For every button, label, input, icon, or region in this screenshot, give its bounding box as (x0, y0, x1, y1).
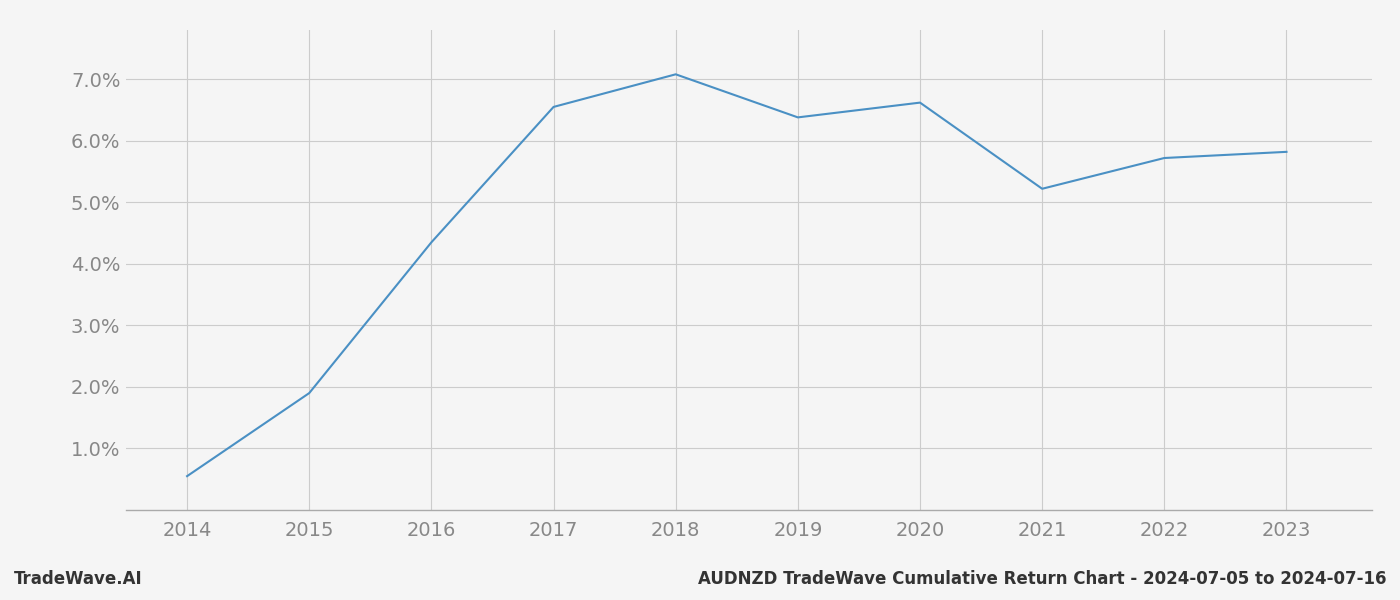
Text: AUDNZD TradeWave Cumulative Return Chart - 2024-07-05 to 2024-07-16: AUDNZD TradeWave Cumulative Return Chart… (697, 570, 1386, 588)
Text: TradeWave.AI: TradeWave.AI (14, 570, 143, 588)
